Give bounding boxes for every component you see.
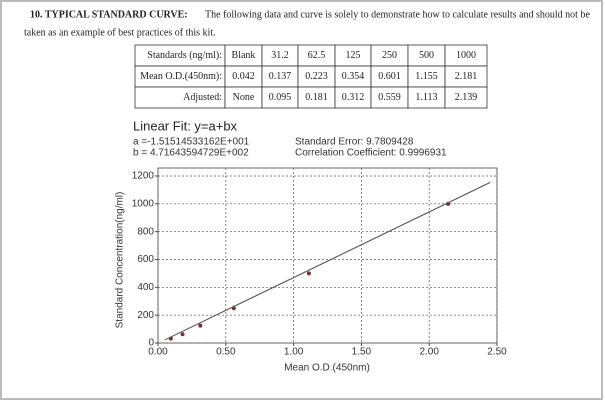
plot: 0 200 400 600 800 1000 1200 0.00 0.50 1.00 1.50 2.0…: [132, 167, 507, 358]
y-tick-label: 200: [137, 310, 154, 321]
cell-text: Adjusted:: [183, 92, 222, 103]
data-point: [306, 271, 311, 276]
annotation: a =-1.51514533162E+001: [133, 137, 250, 148]
intro-text: taken as an example of best practices of…: [24, 27, 216, 38]
data-point: [198, 323, 203, 328]
cell-text: 2.139: [455, 92, 478, 103]
annotation: b = 4.71643594729E+002: [133, 148, 249, 159]
cell-text: 0.559: [378, 92, 401, 103]
fit-line: [164, 181, 491, 341]
cell-text: 0.181: [305, 92, 328, 103]
chart-title: Linear Fit: y=a+bx: [133, 118, 238, 133]
cell-text: 1000: [456, 50, 476, 61]
y-tick-label: 800: [137, 226, 154, 237]
y-tick-label: 400: [137, 282, 154, 293]
cell-text: 250: [382, 50, 397, 61]
data-point: [180, 332, 185, 337]
cell-text: 0.137: [269, 71, 292, 82]
cell-text: 0.354: [342, 71, 365, 82]
cell-text: 500: [419, 50, 434, 61]
cell-text: Blank: [232, 50, 256, 61]
x-tick-label: 1.00: [284, 347, 304, 358]
cell-text: 0.601: [378, 71, 401, 82]
annotation: Correlation Coefficient: 0.9996931: [295, 148, 447, 159]
annotation: Standard Error: 9.7809428: [295, 137, 414, 148]
x-tick-label: 0.00: [148, 347, 168, 358]
table-cell: [444, 86, 488, 109]
x-tick-label: 2.00: [419, 347, 439, 358]
x-axis-label: Mean O.D.(450nm): [284, 363, 370, 374]
cell-text: 0.312: [342, 92, 365, 103]
cell-text: None: [233, 92, 255, 103]
cell-text: 125: [346, 50, 361, 61]
x-tick-label: 2.50: [487, 347, 507, 358]
cell-text: 1.113: [415, 92, 437, 103]
cell-text: 0.042: [232, 71, 255, 82]
cell-text: 2.181: [455, 71, 478, 82]
intro-text: The following data and curve is solely t…: [205, 9, 590, 20]
cell-text: Mean O.D.(450nm):: [140, 71, 222, 82]
cell-text: 0.095: [269, 92, 292, 103]
y-tick-label: 0: [148, 338, 154, 349]
cell-text: 1.155: [415, 71, 438, 82]
cell-text: 31.2: [271, 50, 289, 61]
data-table: Standards (ng/ml): Blank 31.2 62.5 125 250 500…: [134, 44, 488, 109]
x-tick-label: 0.50: [216, 347, 236, 358]
y-tick-label: 1000: [132, 198, 155, 209]
y-tick-label: 1200: [132, 171, 155, 182]
cell-text: 0.223: [305, 71, 328, 82]
cell-text: Standards (ng/ml):: [147, 50, 222, 61]
heading: 10. TYPICAL STANDARD CURVE:: [30, 9, 188, 20]
y-tick-label: 600: [137, 254, 154, 265]
cell-text: 62.5: [308, 50, 326, 61]
x-tick-label: 1.50: [352, 347, 372, 358]
y-axis-label: Standard Concentration(ng/ml): [115, 192, 126, 329]
